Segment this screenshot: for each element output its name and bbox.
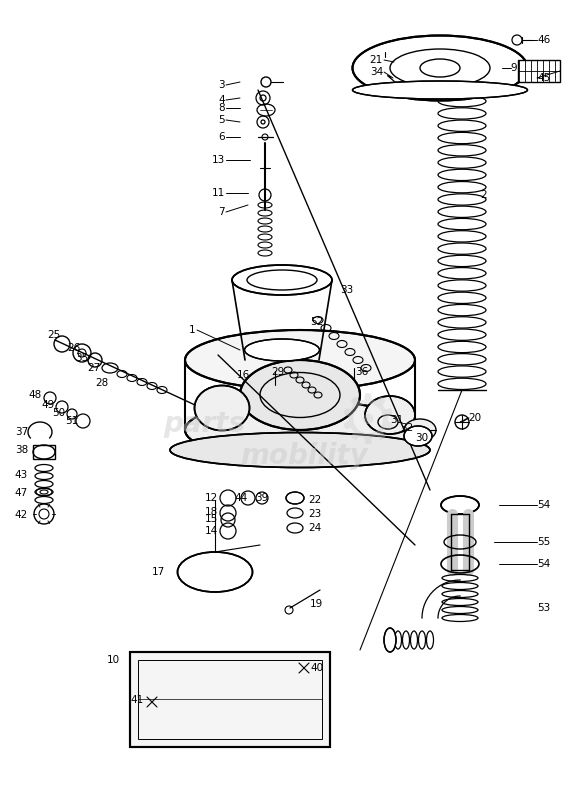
Bar xyxy=(138,660,322,739)
Text: 26: 26 xyxy=(67,343,80,353)
Text: 5: 5 xyxy=(218,115,225,125)
Text: 24: 24 xyxy=(308,523,321,533)
Text: 47: 47 xyxy=(15,488,28,498)
Text: 34: 34 xyxy=(370,67,383,77)
Ellipse shape xyxy=(245,339,319,361)
Text: 8: 8 xyxy=(218,103,225,113)
Text: 46: 46 xyxy=(537,35,550,45)
Text: 27: 27 xyxy=(87,363,100,373)
Text: 18: 18 xyxy=(205,507,218,517)
Text: 42: 42 xyxy=(15,510,28,520)
Ellipse shape xyxy=(353,35,527,101)
Text: 48: 48 xyxy=(29,390,42,400)
Ellipse shape xyxy=(441,496,479,514)
Text: 22: 22 xyxy=(308,495,321,505)
Text: 6: 6 xyxy=(218,132,225,142)
Text: 54: 54 xyxy=(537,500,550,510)
Text: 21: 21 xyxy=(370,55,383,65)
Text: 32: 32 xyxy=(400,423,413,433)
Text: 44: 44 xyxy=(235,493,248,503)
Text: 31: 31 xyxy=(390,415,403,425)
Text: 25: 25 xyxy=(47,330,60,340)
Text: 14: 14 xyxy=(205,526,218,536)
Text: 1: 1 xyxy=(189,325,195,335)
Text: ⚙: ⚙ xyxy=(337,390,399,458)
Text: 12: 12 xyxy=(205,493,218,503)
Bar xyxy=(130,652,330,747)
Text: 52: 52 xyxy=(310,317,324,327)
Text: 35: 35 xyxy=(75,353,88,363)
Ellipse shape xyxy=(384,628,396,652)
Text: 4: 4 xyxy=(218,95,225,105)
Text: 15: 15 xyxy=(205,514,218,524)
Text: 2: 2 xyxy=(480,190,486,200)
Text: 45: 45 xyxy=(537,73,550,83)
Bar xyxy=(33,445,55,459)
Text: 54: 54 xyxy=(537,559,550,569)
Text: 49: 49 xyxy=(41,400,55,410)
Text: 41: 41 xyxy=(130,695,143,705)
Text: 36: 36 xyxy=(355,367,369,377)
Text: 39: 39 xyxy=(255,493,268,503)
Text: 53: 53 xyxy=(537,603,550,613)
Ellipse shape xyxy=(240,360,360,430)
Text: 13: 13 xyxy=(212,155,225,165)
Bar xyxy=(518,60,560,82)
Ellipse shape xyxy=(194,386,249,430)
Text: mobility: mobility xyxy=(240,442,367,470)
Text: 19: 19 xyxy=(310,599,324,609)
Text: 37: 37 xyxy=(15,427,28,437)
Text: parts: parts xyxy=(164,410,245,438)
Text: 55: 55 xyxy=(537,537,550,547)
Text: 10: 10 xyxy=(107,655,120,665)
Text: 33: 33 xyxy=(340,285,353,295)
Text: 28: 28 xyxy=(95,378,108,388)
Text: 3: 3 xyxy=(218,80,225,90)
Ellipse shape xyxy=(232,265,332,295)
Text: 9: 9 xyxy=(510,63,517,73)
Text: 51: 51 xyxy=(65,416,78,426)
Text: 11: 11 xyxy=(212,188,225,198)
Text: 23: 23 xyxy=(308,509,321,519)
Text: 29: 29 xyxy=(272,367,285,377)
Text: 7: 7 xyxy=(218,207,225,217)
Ellipse shape xyxy=(365,396,415,434)
Ellipse shape xyxy=(185,330,415,390)
Ellipse shape xyxy=(178,552,252,592)
Text: 17: 17 xyxy=(152,567,165,577)
Ellipse shape xyxy=(185,400,415,460)
Ellipse shape xyxy=(404,426,432,446)
Bar xyxy=(130,652,330,747)
Ellipse shape xyxy=(170,433,430,467)
Text: 16: 16 xyxy=(237,370,250,380)
Ellipse shape xyxy=(404,419,436,441)
Text: 40: 40 xyxy=(310,663,323,673)
Text: 20: 20 xyxy=(468,413,481,423)
Text: 43: 43 xyxy=(15,470,28,480)
Ellipse shape xyxy=(353,81,527,99)
Text: 38: 38 xyxy=(15,445,28,455)
Ellipse shape xyxy=(286,492,304,504)
Text: 30: 30 xyxy=(415,433,428,443)
Text: 50: 50 xyxy=(52,408,65,418)
